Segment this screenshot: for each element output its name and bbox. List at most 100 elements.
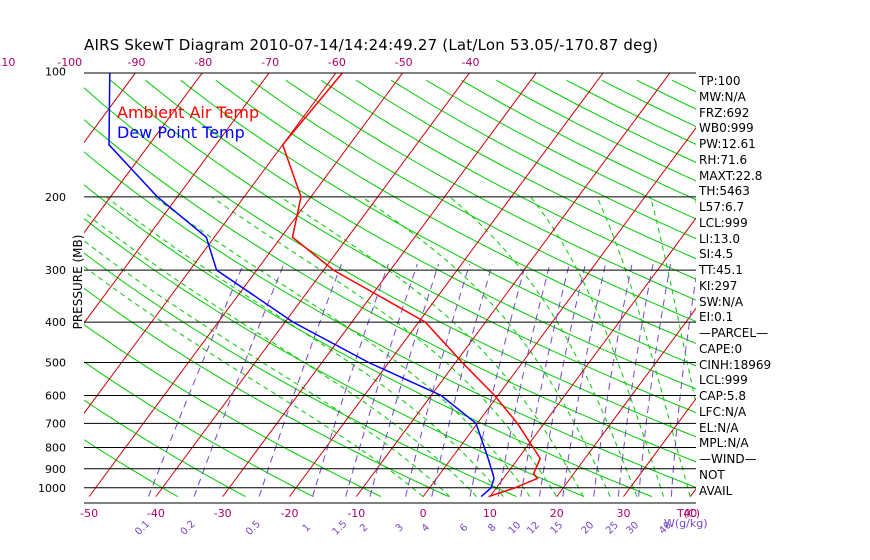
top-temp-tick-label: -100	[57, 56, 82, 69]
pressure-tick-label: 300	[45, 264, 66, 277]
dry-adiabat-line	[84, 361, 314, 498]
mixing-ratio-line	[312, 263, 389, 497]
moist-adiabat-line	[105, 196, 504, 497]
bottom-temp-tick-label: 0	[420, 507, 427, 520]
mixing-ratio-tick-label: 1	[301, 522, 313, 534]
dry-adiabat-line	[742, 80, 870, 496]
mixing-ratio-line	[431, 263, 493, 497]
mixing-ratio-line	[538, 263, 586, 497]
dry-adiabat-line	[847, 80, 870, 496]
isotherm-line	[355, 73, 671, 497]
panel-line: AVAIL	[699, 483, 733, 498]
moist-adiabat-line	[449, 196, 638, 497]
panel-line: LI:13.0	[699, 231, 740, 246]
pressure-tick-label: 200	[45, 191, 66, 204]
mixing-ratio-tick-label: 30	[624, 520, 641, 537]
panel-line: WB0:999	[699, 121, 754, 136]
moist-adiabat-line	[84, 211, 477, 497]
moist-adiabat-line	[84, 240, 451, 497]
mixing-ratio-tick-label: 8	[486, 522, 498, 534]
x-axis-unit-label: T(C)	[676, 507, 700, 520]
panel-line: TP:100	[699, 74, 741, 88]
dry-adiabat-line	[812, 80, 870, 496]
bottom-temp-tick-label: 40	[683, 507, 697, 520]
panel-line: SI:4.5	[699, 247, 734, 262]
bottom-temp-tick-label: -40	[147, 507, 165, 520]
isotherm-line	[84, 73, 137, 144]
bottom-temp-tick-label: -30	[214, 507, 232, 520]
panel-line: LCL:999	[699, 215, 748, 230]
dry-adiabat-line	[496, 79, 696, 182]
pressure-tick-label: 900	[45, 463, 66, 476]
pressure-tick-label: 800	[45, 441, 66, 454]
top-temp-tick-label: -50	[395, 56, 413, 69]
mixing-ratio-line	[497, 263, 551, 497]
bottom-temp-tick-label: -50	[80, 507, 98, 520]
dry-adiabat-line	[355, 79, 696, 260]
legend-ambient-air-temp: Ambient Air Temp	[117, 103, 259, 122]
isotherm-line	[824, 62, 870, 496]
mixing-ratio-tick-label: 20	[580, 520, 597, 537]
mixing-ratio-tick-label: 4	[420, 522, 432, 534]
dry-adiabat-line	[215, 79, 696, 344]
panel-line: CINH:18969	[699, 357, 772, 372]
chart-title: AIRS SkewT Diagram 2010-07-14/14:24:49.2…	[84, 36, 659, 54]
isotherm-line	[0, 62, 77, 496]
moist-adiabat-line	[650, 196, 696, 407]
panel-line: CAPE:0	[699, 341, 743, 356]
moist-adiabat-line	[84, 265, 424, 497]
pressure-tick-label: 100	[45, 66, 66, 79]
mixing-ratio-tick-label: 10	[507, 520, 524, 537]
top-temp-tick-label: -70	[261, 56, 279, 69]
panel-line: LCL:999	[699, 373, 748, 388]
isotherm-line	[0, 62, 10, 496]
dry-adiabat-line	[320, 79, 696, 280]
panel-line: LFC:N/A	[699, 404, 747, 419]
panel-line: FRZ:692	[699, 105, 750, 120]
panel-line: KI:297	[699, 278, 738, 293]
isotherm-line	[84, 73, 270, 324]
panel-line: SW:N/A	[699, 294, 744, 309]
isotherm-line	[489, 217, 696, 497]
top-temp-tick-label: -90	[128, 56, 146, 69]
panel-line: EL:N/A	[699, 420, 739, 435]
panel-line: MW:N/A	[699, 89, 746, 104]
mixing-ratio-line	[670, 275, 696, 497]
isotherm-line	[757, 62, 870, 496]
moist-adiabat-line	[530, 196, 665, 497]
mixing-ratio-line	[638, 263, 671, 497]
mixing-ratio-line	[193, 263, 285, 497]
dry-adiabat-line	[145, 79, 696, 390]
dry-adiabat-line	[777, 80, 870, 496]
dewpoint-series	[108, 73, 495, 498]
mixing-ratio-line	[562, 263, 606, 497]
dry-adiabat-line	[84, 218, 585, 498]
dry-adiabat-line	[84, 323, 382, 498]
mixing-ratio-line	[148, 263, 244, 497]
moist-adiabat-line	[280, 196, 584, 497]
mixing-ratio-line	[520, 263, 570, 497]
bottom-temp-tick-label: -10	[347, 507, 365, 520]
dry-adiabat-line	[110, 79, 696, 414]
dry-adiabat-line	[390, 79, 696, 240]
mixing-ratio-line	[469, 263, 527, 497]
dry-adiabat-line	[84, 252, 517, 498]
mixing-ratio-tick-label: 6	[458, 522, 470, 534]
isotherm-line	[88, 73, 404, 497]
mixing-ratio-tick-label: 1.5	[330, 519, 349, 538]
top-temp-tick-label: -110	[0, 56, 15, 69]
legend-dew-point-temp: Dew Point Temp	[117, 123, 245, 142]
mixing-ratio-line	[369, 263, 440, 497]
isotherm-line	[155, 73, 471, 497]
mixing-ratio-tick-label: 2	[358, 522, 370, 534]
pressure-tick-label: 1000	[38, 482, 66, 495]
pressure-tick-label: 700	[45, 417, 66, 430]
mixing-ratio-tick-label: 12	[525, 520, 542, 537]
panel-line: L57:6.7	[699, 200, 745, 214]
mixing-ratio-tick-label: 15	[549, 520, 566, 537]
mixing-ratio-tick-label: 25	[604, 520, 621, 537]
mixing-ratio-line	[405, 263, 471, 497]
panel-line: CAP:5.8	[699, 389, 746, 403]
panel-line: PW:12.61	[699, 137, 756, 151]
